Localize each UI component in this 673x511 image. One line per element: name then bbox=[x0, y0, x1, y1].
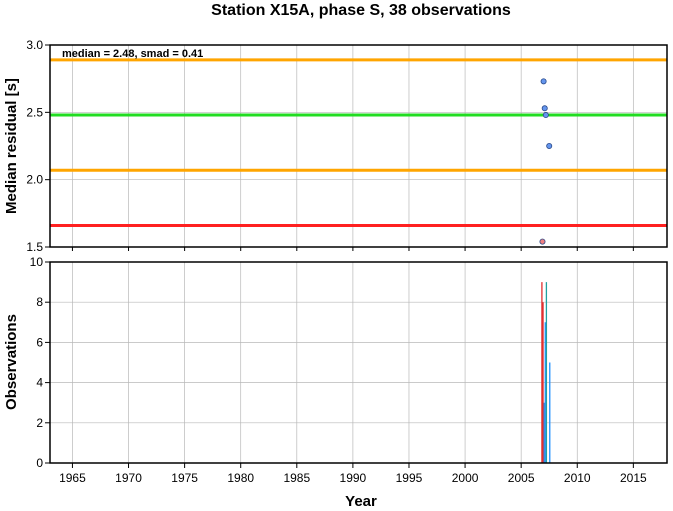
data-point bbox=[541, 105, 548, 112]
data-point bbox=[539, 238, 546, 245]
y-tick-label: 2.0 bbox=[26, 173, 43, 187]
x-tick-label: 1995 bbox=[396, 471, 423, 485]
y-tick-label: 4 bbox=[36, 376, 43, 390]
y-tick-label: 0 bbox=[36, 456, 43, 470]
y-tick-label: 10 bbox=[30, 255, 44, 269]
residual-y-ticks: 1.5 2.0 2.5 3.0 bbox=[26, 38, 50, 254]
x-tick-label: 1970 bbox=[115, 471, 142, 485]
observations-y-axis-label: Observations bbox=[3, 314, 20, 410]
residual-grid bbox=[50, 44, 667, 248]
reference-lines bbox=[50, 58, 667, 227]
x-tick-label: 1990 bbox=[340, 471, 367, 485]
chart-title: Station X15A, phase S, 38 observations bbox=[211, 2, 511, 19]
data-point bbox=[542, 112, 549, 119]
x-tick-label: 1985 bbox=[283, 471, 310, 485]
y-tick-label: 2 bbox=[36, 416, 43, 430]
x-tick-label: 2010 bbox=[564, 471, 591, 485]
y-tick-label: 8 bbox=[36, 295, 43, 309]
y-tick-label: 1.5 bbox=[26, 240, 43, 254]
x-tick-label: 2015 bbox=[620, 471, 647, 485]
x-tick-label: 1980 bbox=[227, 471, 254, 485]
residual-plot-frame bbox=[49, 44, 668, 248]
residual-points bbox=[539, 78, 553, 245]
x-tick-label: 1975 bbox=[171, 471, 198, 485]
observations-plot-frame bbox=[49, 261, 668, 464]
x-tick-label: 2005 bbox=[508, 471, 535, 485]
y-tick-label: 2.5 bbox=[26, 105, 43, 119]
y-tick-label: 3.0 bbox=[26, 38, 43, 52]
x-tick-label: 2000 bbox=[452, 471, 479, 485]
observations-grid bbox=[50, 261, 667, 464]
x-axis-label: Year bbox=[345, 493, 377, 510]
residual-panel: 1.52.02.53.0 median = 2.48, smad = 0.41 … bbox=[3, 38, 668, 254]
year-x-ticks: 1965 1970 1975 1980 1985 1990 1995 2000 2005 2010… bbox=[59, 247, 647, 485]
data-point bbox=[540, 78, 547, 85]
observations-y-ticks: 0 2 4 6 8 10 bbox=[30, 255, 50, 470]
observation-bars bbox=[541, 282, 551, 463]
x-tick-label: 1965 bbox=[59, 471, 86, 485]
observations-panel: 0 2 4 6 8 10 1965 1970 1975 1980 1985 1990 1995 2000… bbox=[3, 247, 668, 510]
stats-annotation: median = 2.48, smad = 0.41 bbox=[62, 48, 203, 60]
data-point bbox=[546, 142, 553, 149]
y-tick-label: 6 bbox=[36, 335, 43, 349]
residual-y-axis-label: Median residual [s] bbox=[3, 78, 20, 214]
